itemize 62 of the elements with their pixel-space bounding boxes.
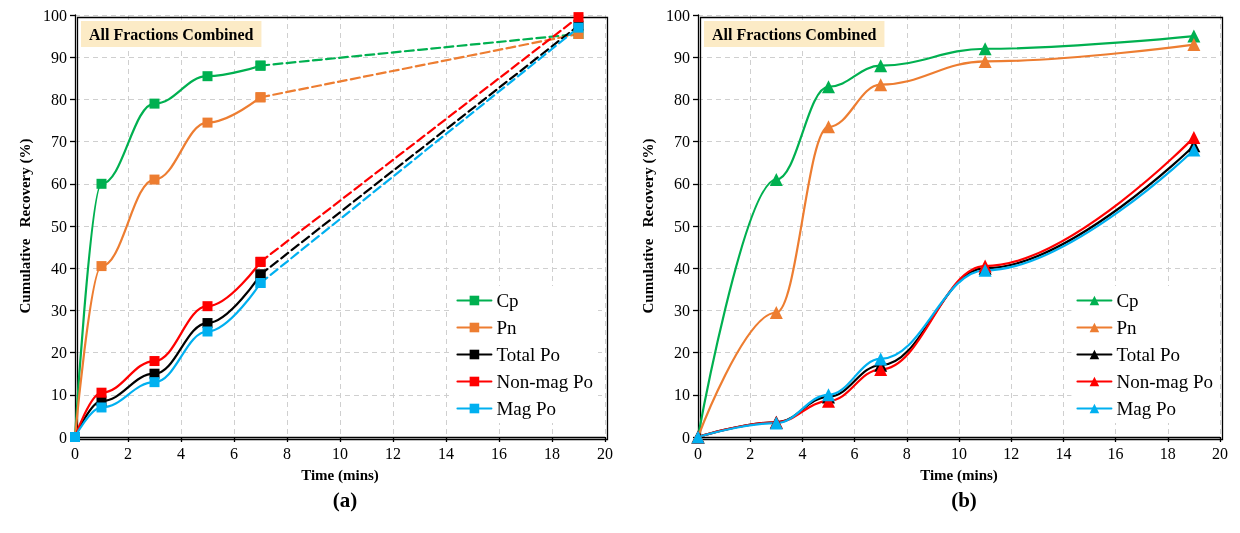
- annotation: All Fractions Combined: [89, 25, 254, 43]
- y-tick-label: 20: [674, 344, 690, 362]
- y-tick-label: 0: [59, 428, 67, 446]
- y-tick-label: 0: [682, 428, 690, 446]
- x-tick-label: 18: [1159, 444, 1176, 462]
- y-tick-label: 20: [51, 344, 67, 362]
- y-axis-title: Cumulative Recovery (%): [639, 138, 657, 314]
- y-tick-label: 60: [51, 175, 67, 193]
- y-tick-label: 90: [674, 48, 690, 66]
- x-tick-label: 4: [798, 444, 807, 462]
- legend-label: Total Po: [496, 344, 561, 365]
- legend-label: Pn: [496, 317, 517, 338]
- x-tick-label: 10: [332, 444, 348, 462]
- y-tick-label: 90: [51, 48, 67, 66]
- x-axis-title: Time (mins): [301, 466, 379, 484]
- y-tick-label: 30: [674, 301, 690, 319]
- legend-label: Non-mag Po: [496, 371, 593, 392]
- x-tick-label: 16: [1107, 444, 1124, 462]
- y-tick-label: 30: [51, 301, 67, 319]
- x-tick-label: 6: [230, 444, 238, 462]
- text: (a): [332, 487, 358, 512]
- text: (b): [951, 487, 977, 512]
- y-tick-label: 70: [51, 133, 67, 151]
- legend-label: Cp: [496, 290, 519, 311]
- x-tick-label: 2: [124, 444, 132, 462]
- y-tick-label: 100: [666, 6, 690, 24]
- legend-label: Mag Po: [1116, 398, 1177, 419]
- x-tick-label: 18: [544, 444, 560, 462]
- legend-label: Non-mag Po: [1116, 371, 1213, 392]
- annotation: All Fractions Combined: [712, 25, 877, 43]
- legend-label: Total Po: [1116, 344, 1181, 365]
- x-tick-label: 0: [694, 444, 702, 462]
- legend-label: Mag Po: [496, 398, 557, 419]
- y-tick-label: 80: [674, 90, 690, 108]
- y-tick-label: 50: [674, 217, 690, 235]
- y-tick-label: 60: [674, 175, 690, 193]
- y-tick-label: 10: [674, 386, 690, 404]
- x-tick-label: 14: [438, 444, 454, 462]
- y-tick-label: 70: [674, 133, 690, 151]
- x-tick-label: 14: [1055, 444, 1072, 462]
- x-tick-label: 8: [902, 444, 911, 462]
- legend-label: Pn: [1116, 317, 1137, 338]
- y-tick-label: 80: [51, 90, 67, 108]
- x-tick-label: 10: [951, 444, 967, 462]
- x-tick-label: 4: [177, 444, 185, 462]
- x-tick-label: 16: [491, 444, 507, 462]
- y-tick-label: 100: [43, 6, 67, 24]
- y-tick-label: 40: [674, 259, 690, 277]
- x-tick-label: 20: [1212, 444, 1228, 462]
- y-tick-label: 50: [51, 217, 67, 235]
- x-tick-label: 8: [283, 444, 291, 462]
- x-tick-label: 6: [850, 444, 859, 462]
- x-tick-label: 2: [746, 444, 755, 462]
- legend-label: Cp: [1116, 290, 1139, 311]
- y-tick-label: 40: [51, 259, 67, 277]
- x-tick-label: 12: [1003, 444, 1020, 462]
- x-tick-label: 20: [597, 444, 613, 462]
- x-tick-label: 0: [71, 444, 79, 462]
- x-axis-title: Time (mins): [920, 466, 998, 484]
- y-tick-label: 10: [51, 386, 67, 404]
- x-tick-label: 12: [385, 444, 401, 462]
- y-axis-title: Cumulative Recovery (%): [16, 138, 34, 314]
